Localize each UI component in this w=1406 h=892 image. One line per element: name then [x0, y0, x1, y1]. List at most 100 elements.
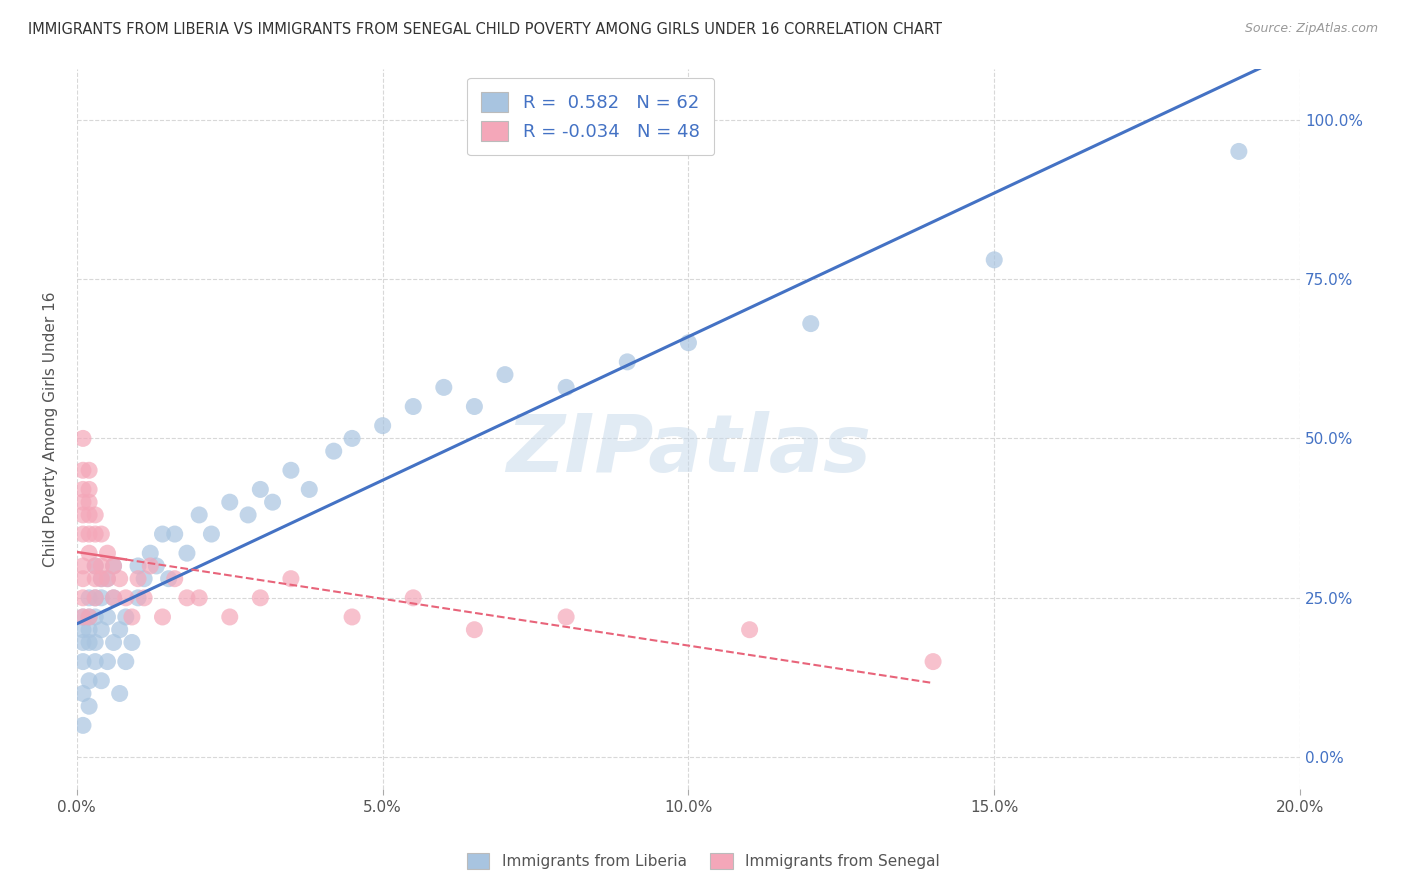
Point: [127, 572, 149, 586]
Point: [84, 610, 107, 624]
Text: Source: ZipAtlas.com: Source: ZipAtlas.com: [1244, 22, 1378, 36]
Point: [103, 591, 125, 605]
Point: [90, 572, 112, 586]
Point: [72, 718, 94, 732]
Point: [108, 572, 131, 586]
Point: [77, 673, 100, 688]
Point: [77, 610, 100, 624]
Point: [77, 527, 100, 541]
Point: [90, 673, 112, 688]
Point: [77, 463, 100, 477]
Point: [72, 495, 94, 509]
Point: [108, 623, 131, 637]
Point: [1227, 145, 1250, 159]
Point: [72, 508, 94, 522]
Point: [72, 558, 94, 573]
Point: [84, 591, 107, 605]
Legend: Immigrants from Liberia, Immigrants from Senegal: Immigrants from Liberia, Immigrants from…: [460, 847, 946, 875]
Point: [77, 699, 100, 714]
Point: [249, 483, 271, 497]
Point: [176, 546, 198, 560]
Point: [402, 400, 425, 414]
Point: [249, 591, 271, 605]
Point: [103, 558, 125, 573]
Point: [340, 610, 363, 624]
Point: [114, 610, 136, 624]
Point: [84, 591, 107, 605]
Point: [84, 635, 107, 649]
Point: [127, 591, 149, 605]
Point: [96, 572, 118, 586]
Point: [90, 558, 112, 573]
Point: [922, 655, 945, 669]
Point: [371, 418, 394, 433]
Point: [72, 655, 94, 669]
Point: [108, 686, 131, 700]
Point: [90, 591, 112, 605]
Point: [84, 558, 107, 573]
Point: [236, 508, 259, 522]
Point: [121, 635, 143, 649]
Point: [72, 635, 94, 649]
Point: [200, 527, 222, 541]
Legend: R =  0.582   N = 62, R = -0.034   N = 48: R = 0.582 N = 62, R = -0.034 N = 48: [467, 78, 714, 155]
Point: [121, 610, 143, 624]
Point: [218, 610, 240, 624]
Point: [463, 623, 485, 637]
Point: [72, 483, 94, 497]
Point: [90, 572, 112, 586]
Point: [103, 635, 125, 649]
Point: [96, 572, 118, 586]
Point: [280, 572, 302, 586]
Point: [134, 572, 156, 586]
Point: [72, 431, 94, 445]
Point: [103, 591, 125, 605]
Point: [90, 623, 112, 637]
Point: [163, 527, 186, 541]
Point: [322, 444, 344, 458]
Point: [340, 431, 363, 445]
Point: [103, 558, 125, 573]
Point: [77, 508, 100, 522]
Point: [72, 610, 94, 624]
Point: [127, 558, 149, 573]
Point: [555, 380, 578, 394]
Point: [616, 355, 638, 369]
Point: [77, 635, 100, 649]
Point: [72, 591, 94, 605]
Point: [72, 610, 94, 624]
Point: [96, 610, 118, 624]
Point: [800, 317, 823, 331]
Point: [298, 483, 321, 497]
Point: [262, 495, 284, 509]
Point: [218, 495, 240, 509]
Point: [280, 463, 302, 477]
Point: [84, 508, 107, 522]
Point: [983, 252, 1005, 267]
Point: [188, 591, 211, 605]
Point: [176, 591, 198, 605]
Point: [678, 335, 700, 350]
Point: [72, 572, 94, 586]
Point: [77, 610, 100, 624]
Point: [555, 610, 578, 624]
Point: [152, 527, 174, 541]
Point: [90, 527, 112, 541]
Point: [77, 495, 100, 509]
Point: [72, 623, 94, 637]
Point: [77, 591, 100, 605]
Point: [188, 508, 211, 522]
Point: [114, 591, 136, 605]
Point: [96, 546, 118, 560]
Point: [139, 546, 162, 560]
Text: ZIPatlas: ZIPatlas: [506, 411, 870, 490]
Point: [72, 527, 94, 541]
Point: [134, 591, 156, 605]
Point: [433, 380, 456, 394]
Point: [463, 400, 485, 414]
Point: [145, 558, 167, 573]
Text: IMMIGRANTS FROM LIBERIA VS IMMIGRANTS FROM SENEGAL CHILD POVERTY AMONG GIRLS UND: IMMIGRANTS FROM LIBERIA VS IMMIGRANTS FR…: [28, 22, 942, 37]
Point: [738, 623, 761, 637]
Point: [114, 655, 136, 669]
Point: [163, 572, 186, 586]
